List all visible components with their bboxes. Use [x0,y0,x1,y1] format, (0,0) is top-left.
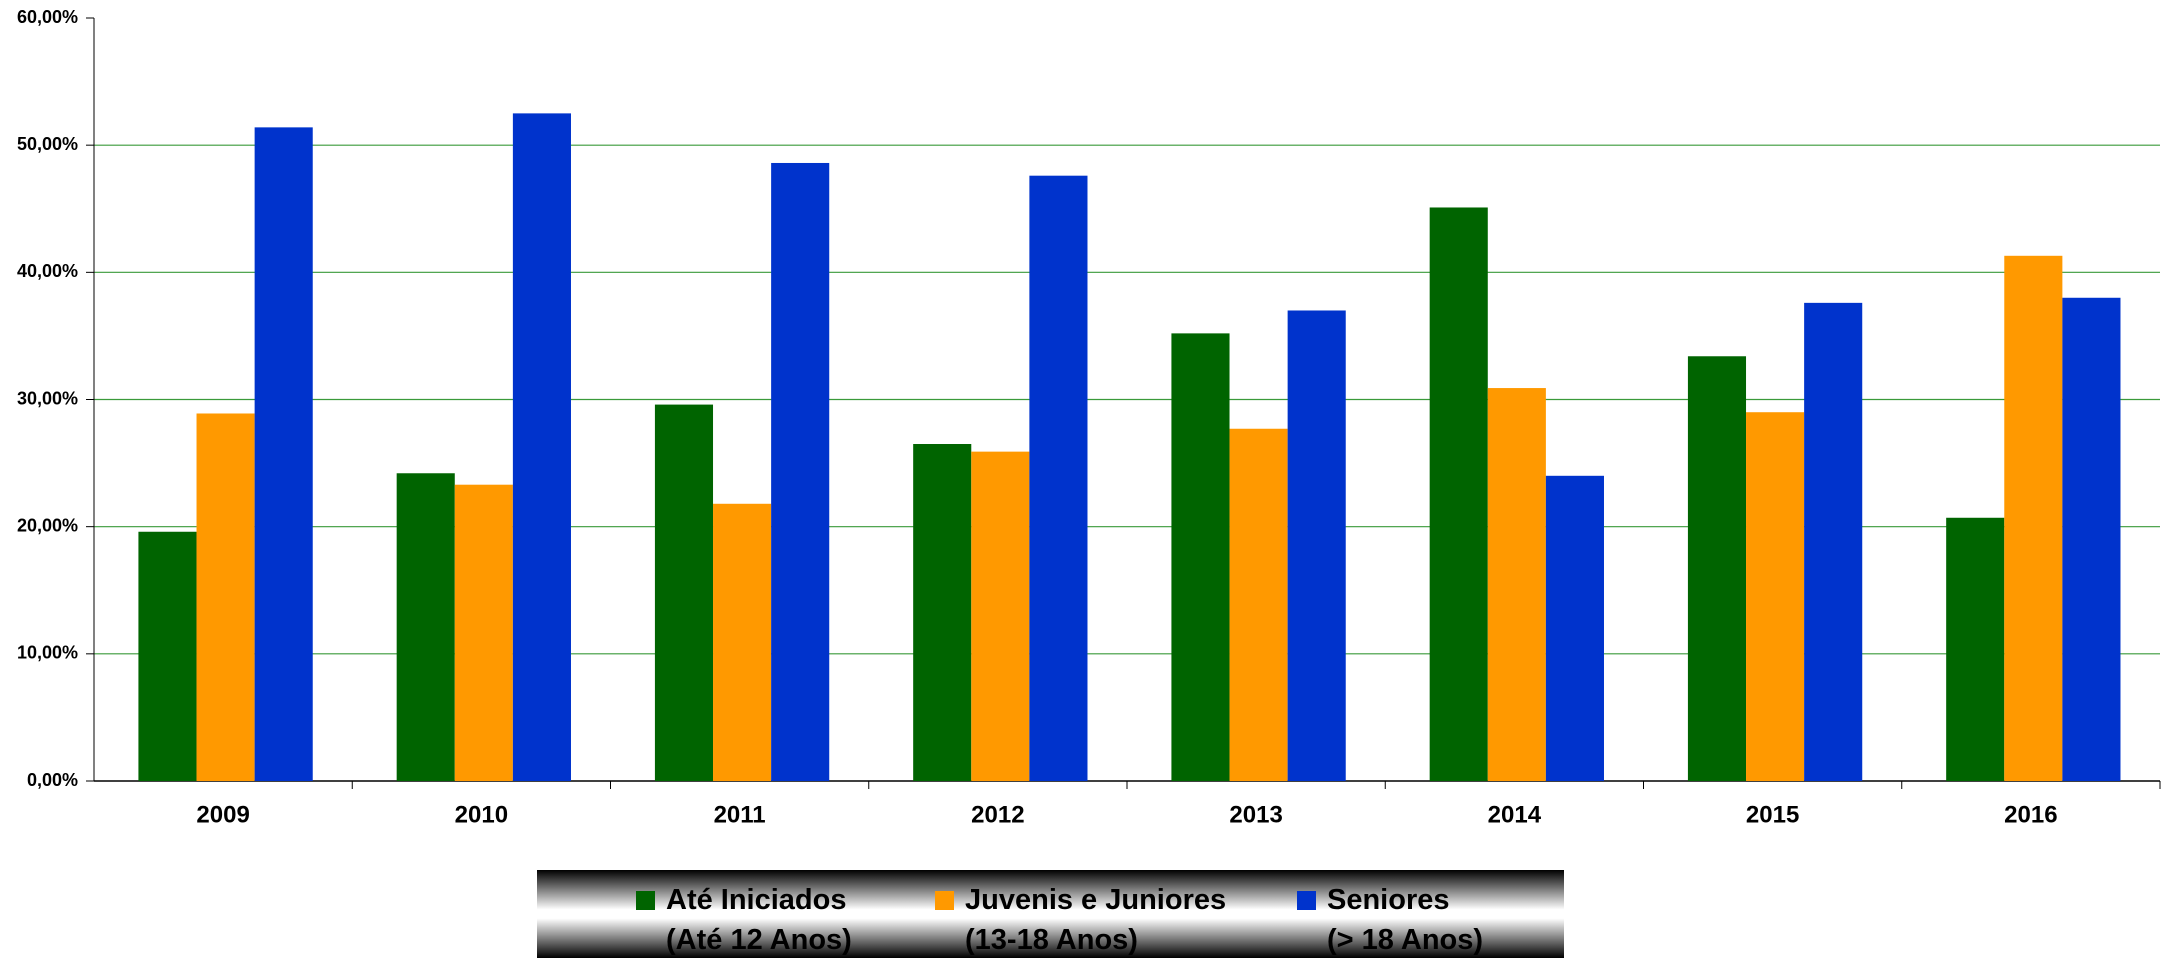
y-tick-label: 60,00% [17,7,78,27]
bar [1746,412,1805,781]
bar [1687,356,1747,781]
bar [654,404,714,781]
legend-label: Juvenis e Juniores (13-18 Anos) [965,884,1227,956]
legend-item: Seniores (> 18 Anos) [1297,880,1483,960]
bar [1287,310,1346,781]
legend-swatch [636,891,655,910]
chart: 0,00% 10,00% 20,00% 30,00% 40,00% 50,00% 60,00… [17,7,2161,828]
bar [138,531,197,781]
bar [713,503,772,781]
y-tick-label: 30,00% [17,388,78,408]
bar [1171,333,1230,781]
x-tick-label: 2011 [714,801,766,828]
legend-swatch [1297,891,1316,910]
bar [1029,175,1088,782]
legend-label: Seniores (> 18 Anos) [1327,884,1484,956]
x-tick-label: 2012 [971,801,1024,828]
bar [254,127,313,781]
y-tick-label: 10,00% [17,643,78,663]
y-tick-label: 20,00% [17,515,78,535]
x-tick-label: 2016 [2004,801,2057,828]
bar [2062,297,2121,781]
x-tick-label: 2013 [1229,801,1282,828]
bar [1804,302,1863,781]
bar [771,162,830,782]
bar [913,444,972,781]
bar [1429,207,1488,781]
bar [1487,388,1546,781]
x-tick-label: 2009 [196,801,249,828]
bar [512,113,571,781]
bar [2004,255,2063,782]
y-tick-label: 50,00% [17,134,78,154]
legend-item: Juvenis e Juniores (13-18 Anos) [935,880,1226,960]
bar [971,451,1030,781]
bar [1545,475,1604,781]
legend-swatch [935,891,954,910]
bar [1946,517,2005,781]
x-tick-label: 2015 [1746,801,1799,828]
legend-item: Até Iniciados (Até 12 Anos) [636,880,852,960]
bar [396,473,455,781]
y-tick-label: 40,00% [17,261,78,281]
x-tick-label: 2014 [1488,801,1542,828]
y-tick-label: 0,00% [27,770,78,790]
bar [454,484,513,781]
x-tick-label: 2010 [455,801,508,828]
legend: Até Iniciados (Até 12 Anos) Juvenis e Jun… [537,870,1564,958]
legend-label: Até Iniciados (Até 12 Anos) [666,884,852,956]
bar [1229,428,1288,781]
bar [196,413,255,781]
